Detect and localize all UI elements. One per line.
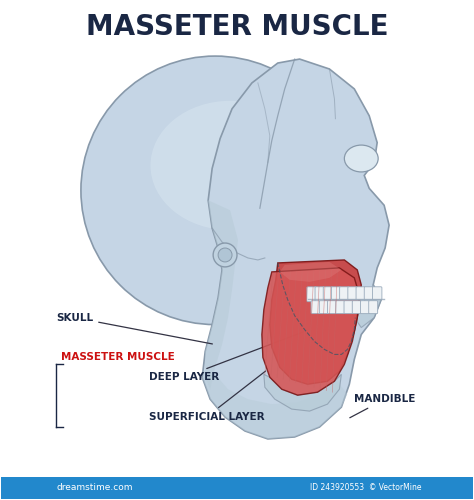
FancyBboxPatch shape [364, 287, 374, 300]
FancyBboxPatch shape [369, 300, 378, 314]
FancyBboxPatch shape [323, 287, 333, 300]
FancyBboxPatch shape [311, 300, 320, 314]
Circle shape [213, 243, 237, 267]
Text: ID 243920553  © VectorMine: ID 243920553 © VectorMine [310, 483, 421, 492]
Polygon shape [280, 262, 341, 282]
FancyBboxPatch shape [331, 287, 341, 300]
Polygon shape [202, 59, 389, 439]
Polygon shape [354, 285, 381, 328]
FancyBboxPatch shape [373, 287, 382, 300]
Bar [1, 476, 473, 498]
FancyBboxPatch shape [328, 300, 337, 314]
Polygon shape [262, 268, 359, 395]
FancyBboxPatch shape [348, 287, 357, 300]
FancyBboxPatch shape [356, 287, 365, 300]
Circle shape [218, 248, 232, 262]
FancyBboxPatch shape [319, 300, 328, 314]
Text: dreamstime.com: dreamstime.com [56, 483, 133, 492]
Polygon shape [270, 260, 361, 384]
FancyBboxPatch shape [340, 287, 349, 300]
Text: SUPERFICIAL LAYER: SUPERFICIAL LAYER [148, 371, 265, 422]
Polygon shape [205, 200, 238, 389]
FancyBboxPatch shape [344, 300, 353, 314]
FancyBboxPatch shape [307, 287, 316, 302]
FancyBboxPatch shape [315, 287, 325, 302]
Text: MASSETER MUSCLE: MASSETER MUSCLE [86, 13, 388, 41]
Polygon shape [202, 374, 347, 439]
Text: MANDIBLE: MANDIBLE [350, 394, 416, 418]
Ellipse shape [151, 101, 310, 230]
Ellipse shape [345, 145, 378, 172]
Ellipse shape [81, 56, 349, 324]
Polygon shape [264, 374, 341, 411]
FancyBboxPatch shape [352, 300, 361, 314]
FancyBboxPatch shape [361, 300, 369, 314]
Text: MASSETER MUSCLE: MASSETER MUSCLE [61, 352, 175, 362]
FancyBboxPatch shape [336, 300, 345, 314]
Text: DEEP LAYER: DEEP LAYER [148, 330, 307, 382]
Text: SKULL: SKULL [56, 312, 212, 344]
